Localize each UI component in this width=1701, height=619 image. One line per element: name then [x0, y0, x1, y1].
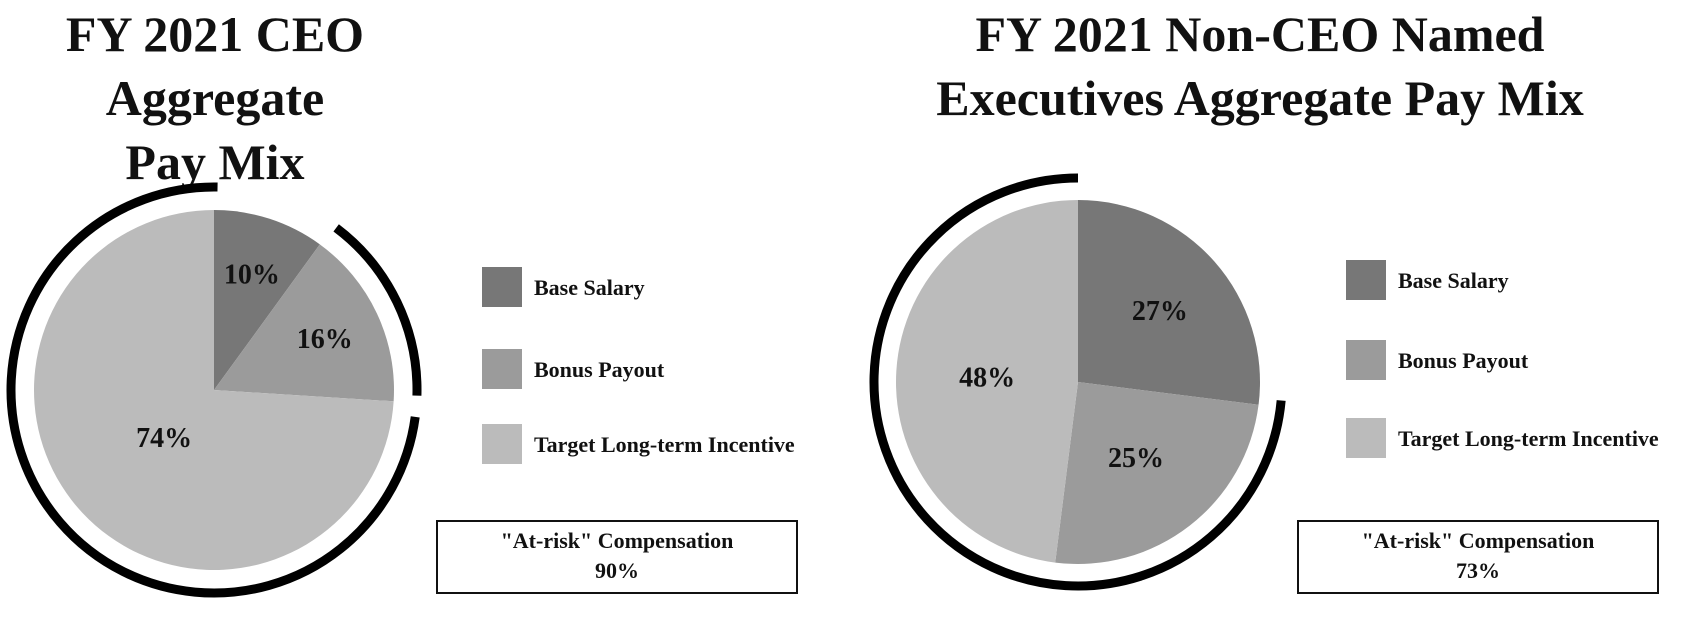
chart-2-title-line-1: FY 2021 Non-CEO Named [975, 6, 1545, 62]
chart-2-slice-label-base-salary: 27% [1132, 296, 1188, 327]
chart-1-legend-item-target-lti: Target Long-term Incentive [482, 424, 882, 464]
chart-1-at-risk-ring-1 [333, 224, 422, 396]
chart-1-slice-bonus-payout [214, 244, 394, 402]
chart-2-legend-item-target-lti: Target Long-term Incentive [1346, 418, 1701, 458]
chart-1-legend-label-base-salary: Base Salary [534, 275, 645, 300]
chart-1-swatch-target-lti [482, 424, 522, 464]
chart-2-pie: 27% 25% 48% [869, 173, 1286, 591]
chart-2-slice-label-target-lti: 48% [959, 362, 1015, 393]
chart-1-legend-label-bonus-payout: Bonus Payout [534, 357, 665, 382]
chart-2-at-risk-label: "At-risk" Compensation [1361, 528, 1595, 553]
chart-1-slice-label-bonus-payout: 16% [297, 324, 353, 355]
chart-1-title-line-2: Pay Mix [125, 134, 305, 190]
chart-1-swatch-base-salary [482, 267, 522, 307]
chart-2-title: FY 2021 Non-CEO Named Executives Aggrega… [880, 2, 1640, 130]
chart-2-title-line-2: Executives Aggregate Pay Mix [936, 70, 1584, 126]
chart-2-at-risk-box: "At-risk" Compensation 73% [1297, 520, 1659, 594]
chart-1-swatch-bonus-payout [482, 349, 522, 389]
chart-1-legend-item-base-salary: Base Salary [482, 267, 882, 307]
chart-1-slice-label-base-salary: 10% [224, 260, 280, 291]
chart-1-legend-item-bonus-payout: Bonus Payout [482, 349, 882, 389]
chart-2-legend-item-bonus-payout: Bonus Payout [1346, 340, 1701, 380]
chart-2-legend-item-base-salary: Base Salary [1346, 260, 1701, 300]
chart-1-title: FY 2021 CEO Aggregate Pay Mix [0, 2, 430, 194]
chart-2-slice-base-salary [1078, 200, 1260, 405]
chart-2-slice-target-lti [895, 200, 1078, 563]
chart-1-at-risk-box: "At-risk" Compensation 90% [436, 520, 798, 594]
chart-1-slice-base-salary [214, 210, 320, 390]
chart-2-swatch-base-salary [1346, 260, 1386, 300]
chart-1-slice-target-lti [33, 210, 394, 570]
chart-1-title-line-1: FY 2021 CEO Aggregate [65, 6, 365, 126]
chart-2-legend-label-bonus-payout: Bonus Payout [1398, 348, 1529, 373]
chart-2-legend-label-base-salary: Base Salary [1398, 268, 1509, 293]
chart-1-pie: 10% 16% 74% [6, 182, 422, 598]
chart-2-swatch-bonus-payout [1346, 340, 1386, 380]
chart-2-swatch-target-lti [1346, 418, 1386, 458]
chart-1-at-risk-ring-2 [6, 182, 420, 598]
chart-2-at-risk-ring-1 [869, 173, 1286, 591]
chart-1-at-risk-label: "At-risk" Compensation [500, 528, 734, 553]
chart-1-legend-label-target-lti: Target Long-term Incentive [534, 432, 795, 457]
chart-2-slice-bonus-payout [1055, 382, 1259, 564]
chart-1-slice-label-target-lti: 74% [136, 423, 192, 454]
chart-2-legend-label-target-lti: Target Long-term Incentive [1398, 426, 1659, 451]
chart-2-slice-label-bonus-payout: 25% [1108, 443, 1164, 474]
chart-1-at-risk-value: 90% [595, 558, 639, 583]
chart-2-at-risk-value: 73% [1456, 558, 1500, 583]
